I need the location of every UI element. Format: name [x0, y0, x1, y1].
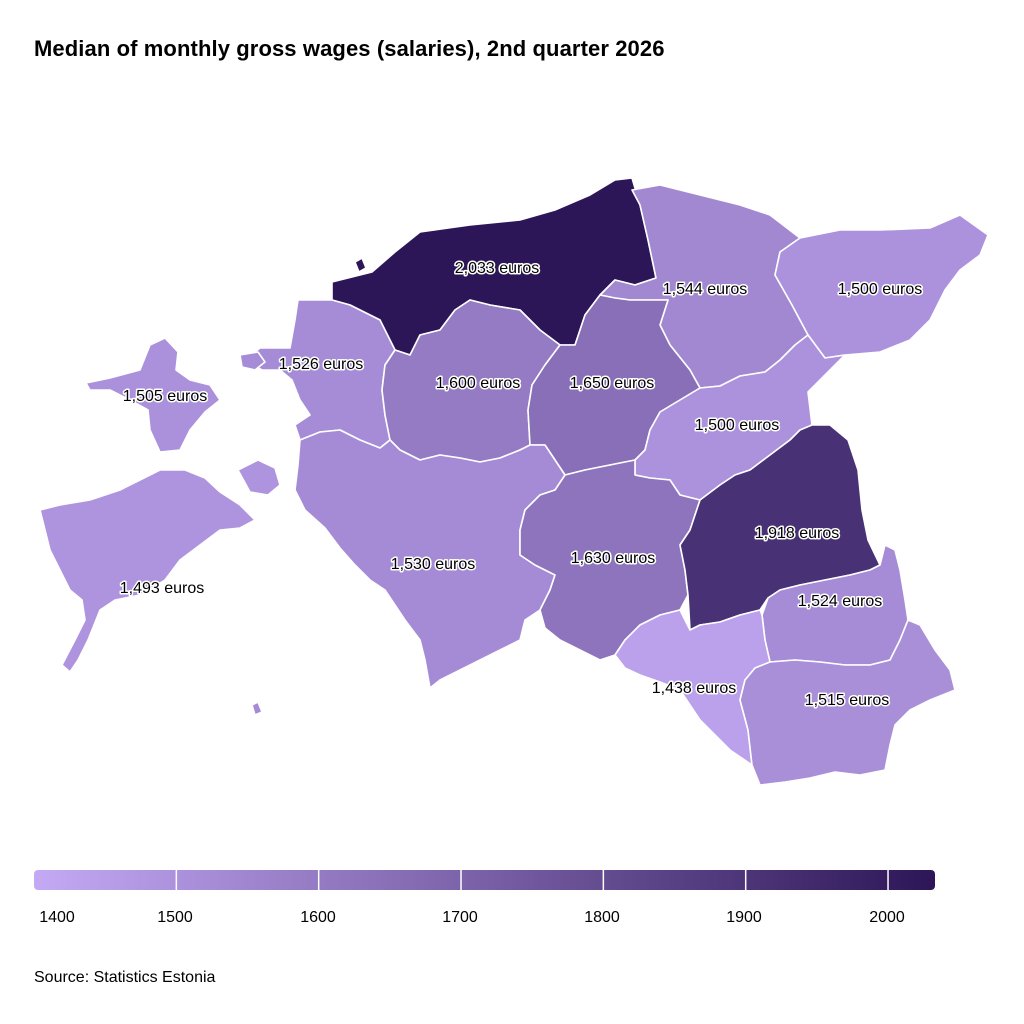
color-legend: [34, 870, 935, 890]
source-note: Source: Statistics Estonia: [34, 969, 216, 986]
region-ida-viru[interactable]: [774, 214, 989, 359]
legend-tick-1500: 1500: [157, 909, 193, 926]
label-jarva: 1,650 euros: [570, 375, 655, 392]
label-tartu: 1,918 euros: [755, 525, 840, 542]
legend-tick-1800: 1800: [584, 909, 620, 926]
island-muhu: [237, 459, 281, 496]
label-polva: 1,524 euros: [798, 593, 883, 610]
island-kihnu: [251, 701, 263, 716]
region-laane[interactable]: [244, 299, 396, 449]
region-hiiu[interactable]: [85, 337, 221, 453]
legend-gradient-bar: [34, 870, 935, 890]
label-laane: 1,526 euros: [279, 356, 364, 373]
label-harju: 2,033 euros: [455, 260, 540, 277]
label-saare: 1,493 euros: [120, 580, 205, 597]
label-jogeva: 1,500 euros: [695, 417, 780, 434]
label-laane-viru: 1,544 euros: [663, 281, 748, 298]
label-hiiu: 1,505 euros: [123, 388, 208, 405]
region-voru[interactable]: [739, 619, 956, 786]
legend-tick-2000: 2000: [869, 909, 905, 926]
region-saare[interactable]: [39, 469, 256, 673]
label-viljandi: 1,630 euros: [571, 550, 656, 567]
label-valga: 1,438 euros: [652, 680, 737, 697]
legend-tick-1900: 1900: [726, 909, 762, 926]
label-parnu: 1,530 euros: [391, 556, 476, 573]
label-rapla: 1,600 euros: [436, 375, 521, 392]
island-naissaar: [354, 257, 367, 273]
chart-title: Median of monthly gross wages (salaries)…: [34, 36, 665, 61]
legend-tick-1600: 1600: [300, 909, 336, 926]
label-voru: 1,515 euros: [805, 692, 890, 709]
legend-tick-1700: 1700: [442, 909, 478, 926]
legend-tick-1400: 1400: [39, 909, 75, 926]
label-ida-viru: 1,500 euros: [838, 281, 923, 298]
island-vormsi: [239, 351, 266, 371]
